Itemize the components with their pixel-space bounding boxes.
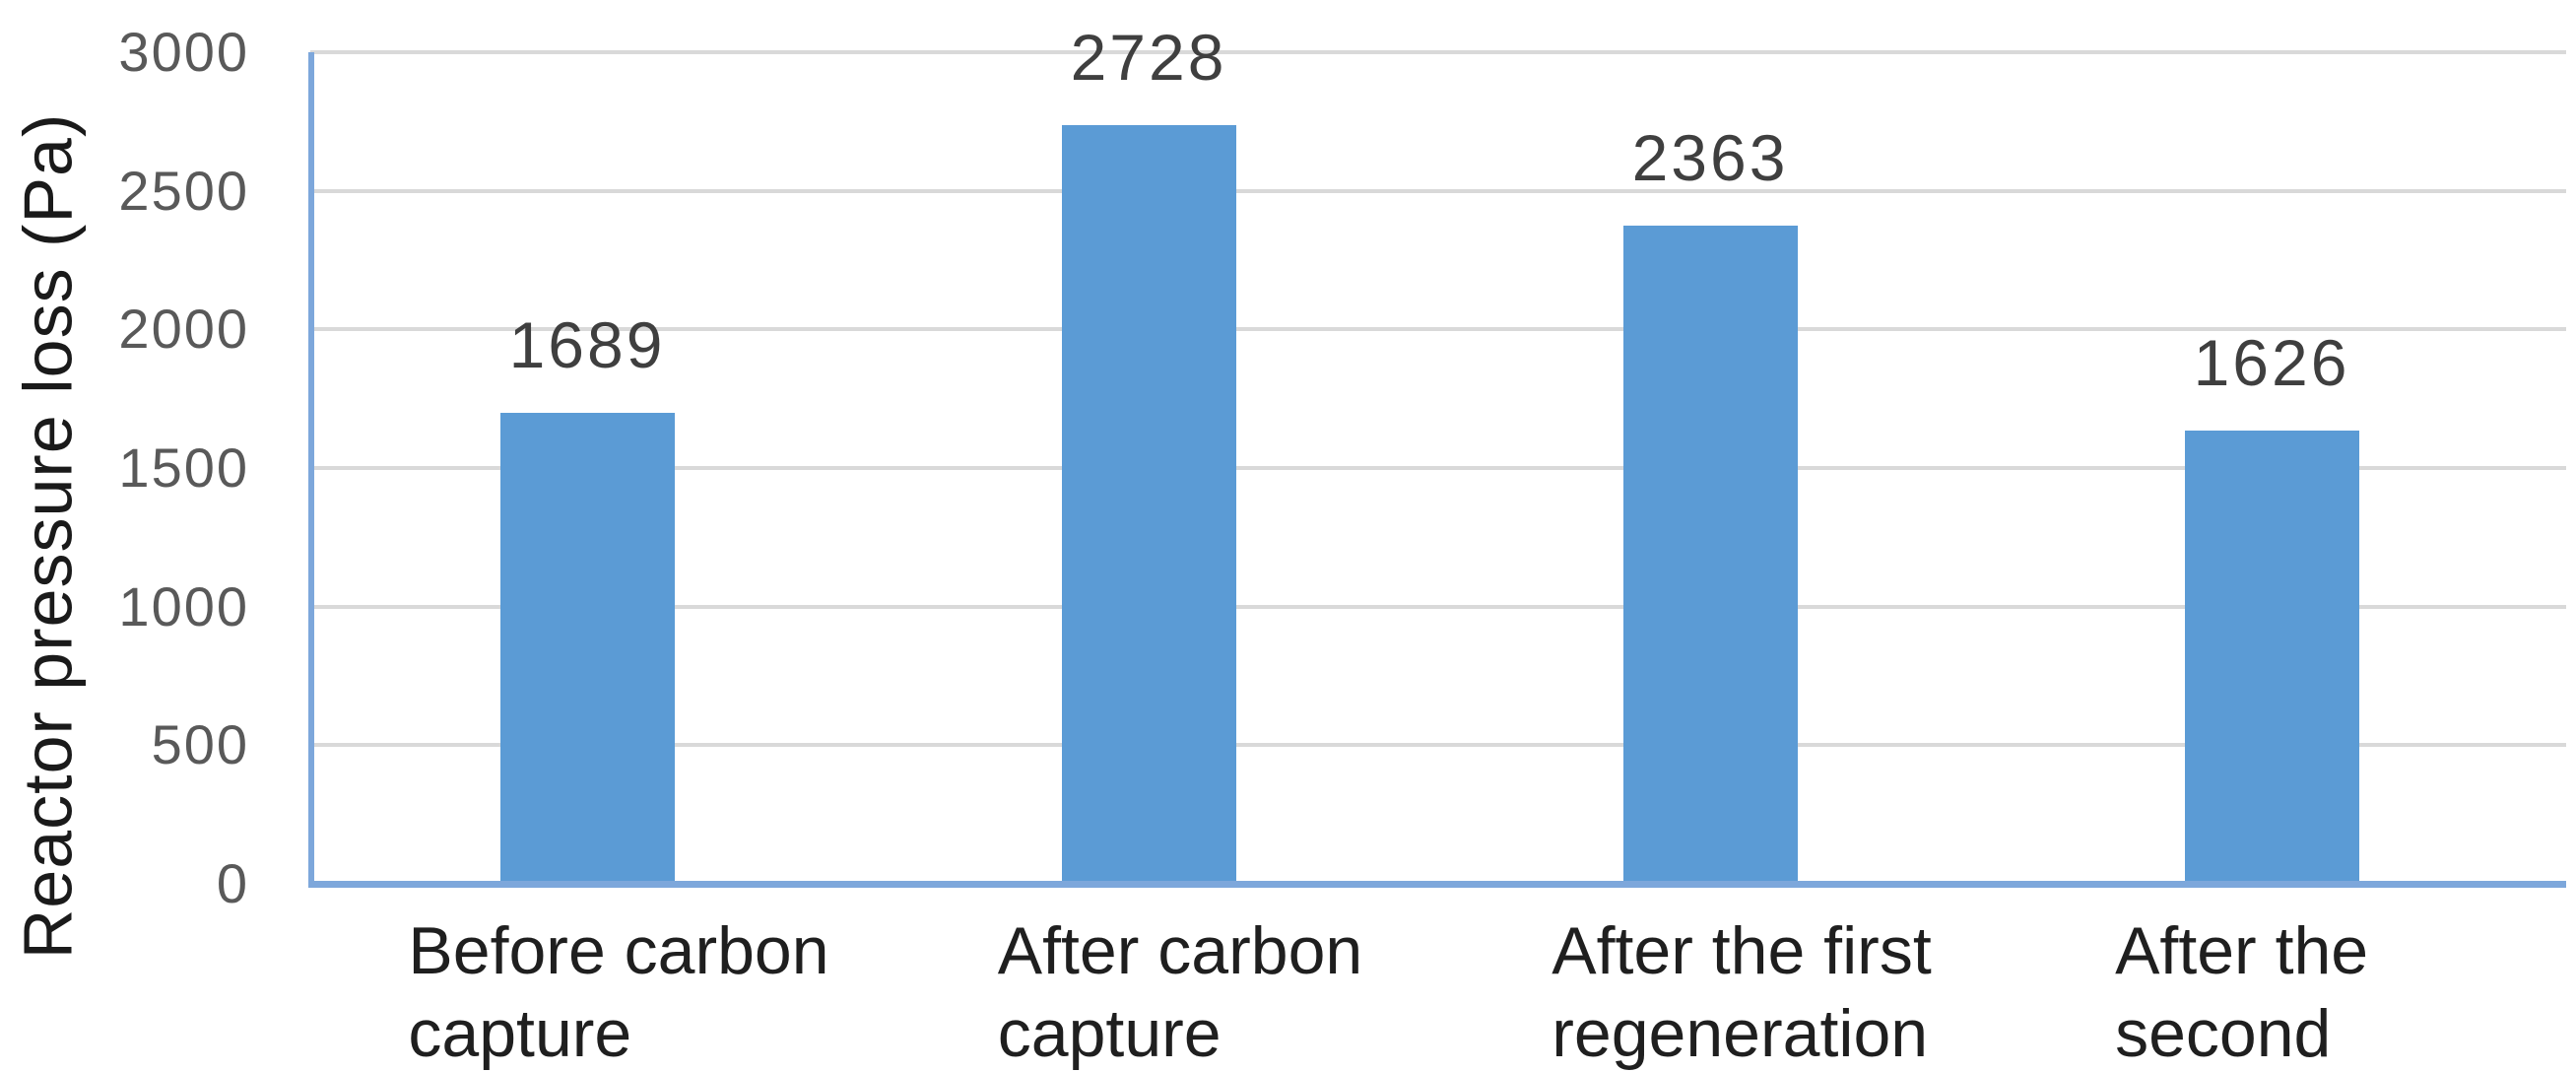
y-tick-label: 2500 bbox=[118, 159, 249, 222]
bar-value-label: 2728 bbox=[1070, 20, 1227, 94]
bar-value-label: 1689 bbox=[508, 307, 666, 381]
gridline bbox=[310, 743, 2566, 748]
y-tick-label: 1000 bbox=[118, 574, 249, 637]
gridline bbox=[310, 327, 2566, 332]
y-tick-label: 3000 bbox=[118, 21, 249, 83]
gridline bbox=[310, 604, 2566, 609]
y-tick-label: 2000 bbox=[118, 298, 249, 361]
gridline bbox=[310, 466, 2566, 470]
y-tick-label: 500 bbox=[151, 713, 249, 776]
gridline bbox=[310, 50, 2566, 54]
bar-value-label: 2363 bbox=[1631, 121, 1789, 195]
y-axis-line bbox=[308, 52, 314, 888]
bar bbox=[499, 412, 675, 881]
x-category-label: Before carbon capture bbox=[408, 913, 829, 1071]
bar bbox=[2184, 430, 2359, 881]
bar bbox=[1622, 226, 1798, 881]
x-category-label: After carbon capture bbox=[997, 913, 1363, 1071]
gridline bbox=[310, 188, 2566, 193]
y-axis-title: Reactor pressure loss (Pa) bbox=[9, 112, 87, 960]
y-tick-label: 0 bbox=[216, 852, 249, 914]
x-category-label: After the first regeneration bbox=[1552, 913, 1932, 1071]
x-axis-line bbox=[308, 881, 2566, 888]
y-tick-label: 1500 bbox=[118, 436, 249, 499]
bar-value-label: 1626 bbox=[2193, 325, 2350, 399]
bar bbox=[1061, 124, 1236, 881]
x-category-label: After the second regeneration bbox=[2115, 913, 2369, 1071]
